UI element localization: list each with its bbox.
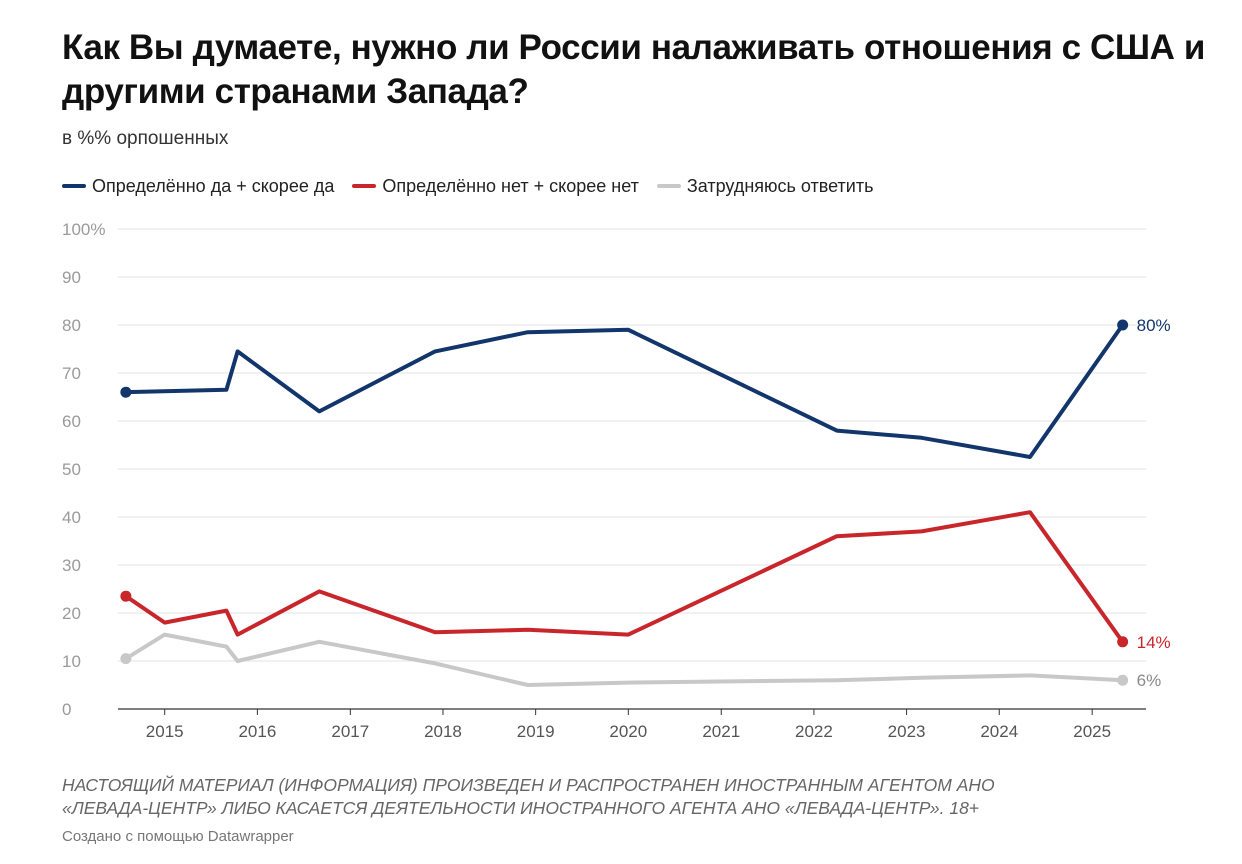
- y-tick-label: 60: [62, 412, 81, 431]
- y-tick-label: 20: [62, 604, 81, 623]
- legend-label-unsure: Затрудняюсь ответить: [686, 175, 874, 196]
- x-tick-label: 2017: [331, 722, 369, 741]
- x-tick-label: 2023: [888, 722, 926, 741]
- x-tick-label: 2022: [795, 722, 833, 741]
- y-tick-label: 90: [62, 268, 81, 287]
- foreign-agent-note-line-1: НАСТОЯЩИЙ МАТЕРИАЛ (ИНФОРМАЦИЯ) ПРОИЗВЕД…: [62, 775, 995, 795]
- series-end-label-yes: 80%: [1137, 316, 1171, 335]
- y-tick-label: 40: [62, 508, 81, 527]
- series-end-point-no: [1117, 636, 1129, 648]
- legend-label-yes: Определённо да + скорее да: [92, 175, 335, 196]
- x-tick-label: 2020: [609, 722, 647, 741]
- x-tick-label: 2021: [702, 722, 740, 741]
- y-tick-label: 80: [62, 316, 81, 335]
- legend-swatch-unsure: [656, 184, 681, 188]
- y-tick-label: 70: [62, 364, 81, 383]
- legend-swatch-no: [352, 184, 377, 188]
- series-end-label-no: 14%: [1137, 633, 1171, 652]
- legend-item-unsure: Затрудняюсь ответить: [656, 175, 874, 197]
- legend: Определённо да + скорее да Определённо н…: [62, 174, 891, 198]
- legend-label-no: Определённо нет + скорее нет: [382, 175, 639, 196]
- series-start-point-yes: [120, 386, 132, 398]
- series-start-point-unsure: [120, 653, 132, 665]
- series-end-point-unsure: [1117, 674, 1129, 686]
- y-tick-label: 10: [62, 652, 81, 671]
- legend-swatch-yes: [62, 184, 86, 188]
- series-line-yes: [123, 323, 1125, 459]
- x-tick-label: 2025: [1073, 722, 1111, 741]
- chart-title: Как Вы думаете, нужно ли России налажива…: [62, 28, 1205, 111]
- x-tick-label: 2015: [146, 722, 184, 741]
- datawrapper-credit: Создано с помощью Datawrapper: [62, 828, 294, 845]
- y-tick-label: 0: [62, 700, 71, 719]
- line-chart: 0 10 20 30 40 50 60 70 80 90 100% 2015 2016 2017 2018 2…: [62, 220, 1171, 741]
- series-start-point-no: [120, 590, 132, 602]
- x-tick-label: 2019: [517, 722, 555, 741]
- foreign-agent-note: НАСТОЯЩИЙ МАТЕРИАЛ (ИНФОРМАЦИЯ) ПРОИЗВЕД…: [62, 774, 1212, 820]
- legend-item-yes: Определённо да + скорее да: [62, 176, 334, 197]
- x-tick-label: 2018: [424, 722, 462, 741]
- series-end-label-unsure: 6%: [1137, 671, 1162, 690]
- x-tick-label: 2024: [980, 722, 1018, 741]
- y-tick-label: 100%: [62, 220, 105, 239]
- y-tick-label: 50: [62, 460, 81, 479]
- series-end-point-yes: [1117, 319, 1129, 331]
- legend-item-no: Определённо нет + скорее нет: [352, 176, 639, 197]
- foreign-agent-note-line-2: «ЛЕВАДА-ЦЕНТР» ЛИБО КАСАЕТСЯ ДЕЯТЕЛЬНОСТ…: [62, 798, 980, 818]
- x-tick-label: 2016: [238, 722, 276, 741]
- y-tick-label: 30: [62, 556, 81, 575]
- chart-subtitle: в %% орпошенных: [62, 128, 229, 149]
- series-line-unsure: [123, 632, 1125, 687]
- series-line-no: [123, 510, 1125, 644]
